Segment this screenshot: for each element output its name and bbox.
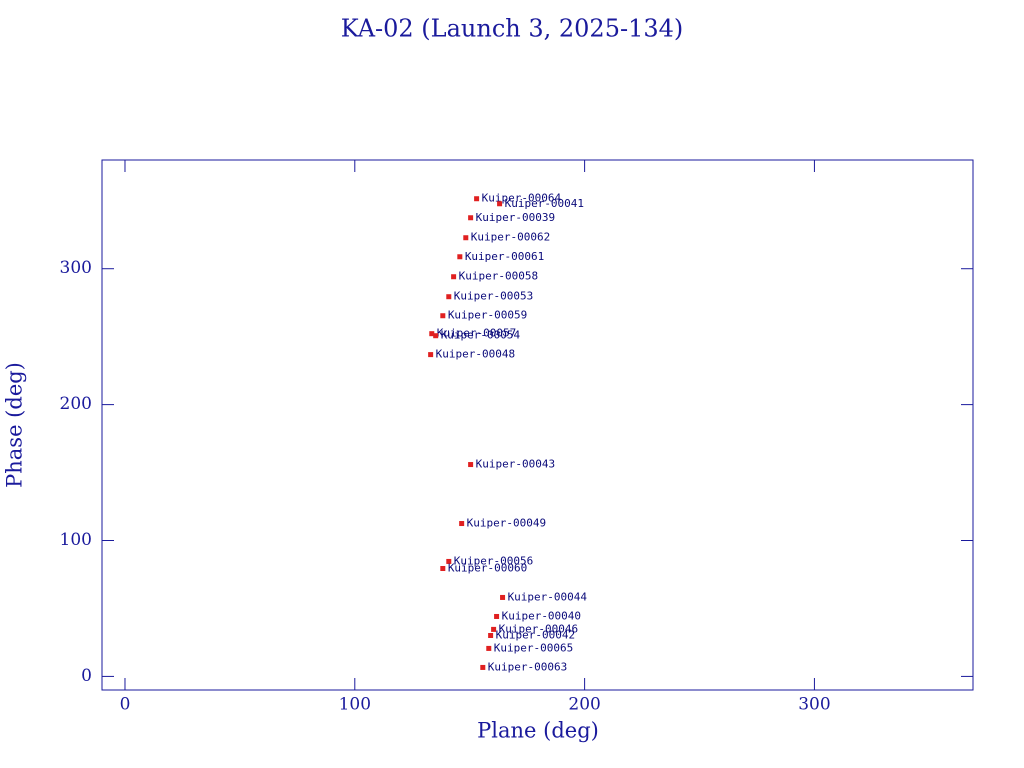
point <box>474 196 480 202</box>
x-tick-label: 100 <box>339 695 371 715</box>
point-label: Kuiper-00060 <box>448 562 527 575</box>
point-label: Kuiper-00056 <box>454 554 533 567</box>
point-label: Kuiper-00049 <box>467 517 546 530</box>
point <box>494 613 500 619</box>
y-tick-label: 100 <box>60 530 92 550</box>
y-tick-label: 200 <box>60 394 92 414</box>
point-label: Kuiper-00053 <box>454 290 533 303</box>
x-tick-label: 200 <box>568 695 600 715</box>
point-label: Kuiper-00040 <box>502 609 581 622</box>
point-label: Kuiper-00042 <box>496 629 575 642</box>
point-label: Kuiper-00057 <box>437 327 516 340</box>
y-tick-label: 0 <box>81 666 92 686</box>
point <box>468 215 474 221</box>
point-label: Kuiper-00063 <box>488 660 567 673</box>
point <box>459 521 465 527</box>
point-label: Kuiper-00065 <box>494 641 573 654</box>
point <box>433 333 439 339</box>
y-tick-label: 300 <box>60 258 92 278</box>
x-axis-title: Plane (deg) <box>477 719 599 743</box>
point <box>486 645 492 651</box>
point <box>446 558 452 564</box>
point <box>488 633 494 639</box>
point <box>451 274 457 280</box>
x-tick-label: 0 <box>120 695 131 715</box>
point-label: Kuiper-00059 <box>448 309 527 322</box>
point <box>429 331 435 337</box>
point-label: Kuiper-00058 <box>459 270 538 283</box>
point-label: Kuiper-00044 <box>508 590 588 603</box>
point-label: Kuiper-00061 <box>465 250 544 263</box>
x-tick-label: 300 <box>798 695 830 715</box>
point <box>446 294 452 300</box>
point <box>500 594 506 600</box>
y-axis-title: Phase (deg) <box>3 362 27 488</box>
point <box>491 626 497 632</box>
point-label: Kuiper-00062 <box>471 231 550 244</box>
point <box>480 664 486 670</box>
point-label: Kuiper-00054 <box>441 329 521 342</box>
point <box>440 566 446 572</box>
point <box>468 462 474 468</box>
point-label: Kuiper-00046 <box>499 622 578 635</box>
point-label: Kuiper-00041 <box>505 197 584 210</box>
point <box>440 313 446 319</box>
chart-title: KA-02 (Launch 3, 2025-134) <box>341 15 684 43</box>
point <box>457 254 463 260</box>
plot-frame <box>101 159 974 691</box>
point <box>428 352 434 358</box>
point-label: Kuiper-00048 <box>436 348 515 361</box>
point-label: Kuiper-00039 <box>476 211 555 224</box>
point <box>463 235 469 241</box>
point <box>497 201 503 207</box>
point-label: Kuiper-00043 <box>476 458 555 471</box>
